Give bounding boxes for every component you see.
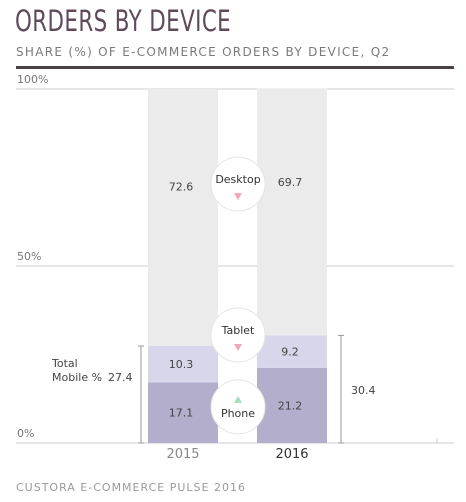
legend-circle	[210, 379, 266, 435]
chart-title: ORDERS BY DEVICE	[15, 4, 232, 38]
x-tick-label: 2015	[166, 447, 199, 462]
bar-desktop-2016	[257, 88, 327, 336]
bar-phone-2015	[148, 382, 218, 443]
title-rule	[16, 66, 454, 69]
trend-down-icon	[234, 344, 242, 352]
legend-tablet: Tablet	[210, 307, 266, 363]
data-label: 9.2	[281, 346, 299, 359]
trend-down-icon	[234, 193, 242, 201]
x-tick-label: 2016	[275, 447, 308, 462]
legend-label: Tablet	[221, 324, 255, 337]
total-mobile-label: Mobile %	[52, 371, 102, 384]
y-tick-label: 0%	[17, 427, 34, 440]
y-tick-label: 100%	[17, 73, 48, 86]
data-label: 69.7	[278, 176, 303, 189]
data-label: 21.2	[278, 399, 303, 412]
data-label: 17.1	[169, 407, 194, 420]
total-mobile-value-2015: 27.4	[108, 371, 133, 384]
total-mobile-label: Total	[51, 357, 78, 370]
chart-subtitle: SHARE (%) OF E-COMMERCE ORDERS BY DEVICE…	[16, 45, 391, 59]
data-label: 10.3	[169, 358, 194, 371]
source-footer: CUSTORA E-COMMERCE PULSE 2016	[16, 481, 246, 494]
legend-circle	[210, 156, 266, 212]
y-tick-label: 50%	[17, 250, 41, 263]
trend-up-icon	[234, 395, 242, 403]
legend-phone: Phone	[210, 379, 266, 435]
total-mobile-value-2016: 30.4	[351, 384, 376, 397]
bar-phone-2016	[257, 367, 327, 443]
data-label: 72.6	[169, 181, 194, 194]
bar-tablet-2015	[148, 346, 218, 383]
bar-desktop-2015	[148, 89, 218, 347]
bar-tablet-2016	[257, 335, 327, 368]
legend-desktop: Desktop	[210, 156, 266, 212]
legend-label: Phone	[221, 407, 255, 420]
stacked-bar-chart: 0% 50% 100% 17.1 10.3 72.6 2015 21.2 9.2 69.7 2016…	[16, 73, 454, 462]
legend-circle	[210, 307, 266, 363]
legend-label: Desktop	[215, 173, 260, 186]
